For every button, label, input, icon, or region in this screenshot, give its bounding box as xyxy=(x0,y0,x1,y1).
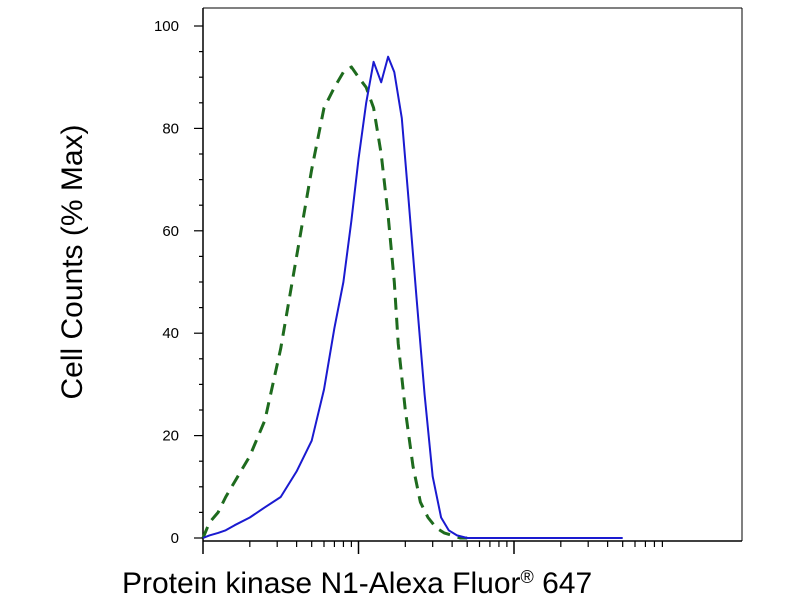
y-tick-label: 40 xyxy=(162,325,179,342)
plot-area xyxy=(202,7,743,542)
series-line-solid xyxy=(202,55,623,539)
x-axis-label-registered-mark: ® xyxy=(521,567,534,587)
y-tick-label: 60 xyxy=(162,223,179,240)
x-axis-ticks xyxy=(202,541,663,554)
y-tick-label: 0 xyxy=(171,530,179,547)
series-layer xyxy=(201,55,623,540)
x-axis-label-main: Protein kinase N1-Alexa Fluor xyxy=(122,567,521,600)
y-tick-label: 20 xyxy=(162,428,179,445)
y-axis-label: Cell Counts (% Max) xyxy=(56,124,89,399)
y-axis-ticks: 0 20 40 60 80 100 xyxy=(154,18,203,547)
y-tick-label: 100 xyxy=(154,18,179,35)
series-line-dashed xyxy=(201,65,468,540)
y-tick-label: 80 xyxy=(162,120,179,137)
x-axis-label-suffix: 647 xyxy=(534,567,592,600)
x-axis-label: Protein kinase N1-Alexa Fluor® 647 xyxy=(122,567,592,600)
